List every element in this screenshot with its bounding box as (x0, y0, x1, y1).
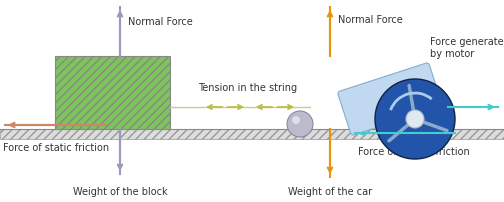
Text: Force of kinetic friction: Force of kinetic friction (358, 146, 470, 156)
Text: Normal Force: Normal Force (338, 15, 403, 25)
Text: Tension in the string: Tension in the string (199, 83, 297, 93)
Circle shape (375, 80, 455, 159)
Text: Normal Force: Normal Force (128, 17, 193, 27)
Text: Force of static friction: Force of static friction (3, 142, 109, 152)
Text: Force generated
by motor: Force generated by motor (430, 37, 504, 59)
Circle shape (406, 110, 424, 128)
Circle shape (292, 117, 300, 124)
Text: Weight of the car: Weight of the car (288, 186, 372, 196)
Text: Weight of the block: Weight of the block (73, 186, 167, 196)
Bar (55, 57, 170, 129)
Circle shape (287, 112, 313, 137)
Bar (0, 129, 504, 139)
FancyBboxPatch shape (338, 64, 442, 135)
